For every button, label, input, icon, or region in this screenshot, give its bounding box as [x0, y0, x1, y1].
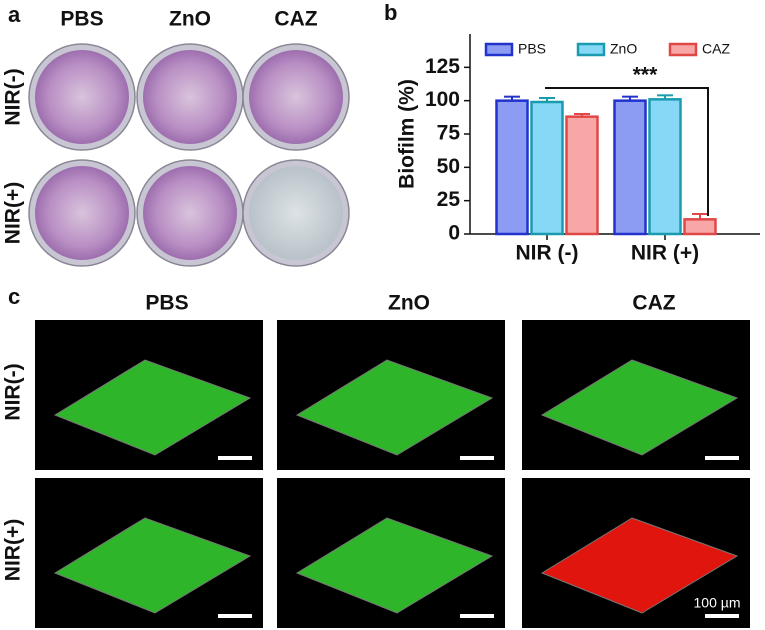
y-tick-label: 100 — [425, 88, 460, 111]
panel-label: a — [8, 2, 21, 27]
bar — [530, 100, 564, 236]
dish — [35, 166, 129, 260]
x-tick-label: NIR (-) — [516, 242, 579, 265]
bar — [495, 99, 529, 236]
scale-bar-label: 100 µm — [694, 595, 741, 611]
legend-swatch — [576, 42, 606, 57]
biofilm-surface — [540, 517, 739, 614]
legend-swatch — [484, 42, 514, 57]
y-tick-label: 125 — [425, 55, 460, 78]
dish — [249, 50, 343, 144]
column-label: CAZ — [632, 292, 675, 315]
scale-bar — [218, 456, 252, 460]
legend-label: CAZ — [702, 41, 730, 57]
biofilm-surface — [295, 517, 494, 614]
row-label: NIR(+) — [2, 519, 25, 581]
biofilm-surface — [53, 517, 252, 614]
significance-bracket — [545, 87, 709, 216]
scale-bar — [218, 614, 252, 618]
legend-label: PBS — [518, 41, 546, 57]
biofilm-surface — [295, 359, 494, 456]
column-label: ZnO — [388, 292, 430, 315]
row-label: NIR(+) — [2, 182, 25, 244]
significance-label: *** — [633, 64, 658, 87]
y-axis-title: Biofilm (%) — [396, 79, 419, 189]
biofilm-surface — [53, 359, 252, 456]
y-tick-label: 75 — [437, 122, 461, 145]
y-tick-label: 0 — [448, 222, 460, 245]
y-tick-label: 50 — [437, 155, 460, 178]
column-label: PBS — [60, 8, 103, 31]
legend-swatch — [668, 42, 698, 57]
dish — [143, 166, 237, 260]
row-label: NIR(-) — [2, 68, 25, 125]
legend-label: ZnO — [610, 41, 637, 57]
x-tick-label: NIR (+) — [631, 242, 699, 265]
bar — [613, 99, 647, 236]
bar — [683, 218, 717, 236]
column-label: CAZ — [274, 8, 317, 31]
y-tick-label: 25 — [437, 188, 461, 211]
row-label: NIR(-) — [2, 363, 25, 420]
scale-bar — [460, 614, 494, 618]
column-label: PBS — [145, 292, 188, 315]
panel-label: c — [8, 284, 20, 309]
bar — [565, 115, 599, 236]
dish — [249, 166, 343, 260]
scale-bar — [705, 456, 739, 460]
bar — [648, 98, 682, 236]
panel-label: b — [384, 0, 397, 25]
biofilm-surface — [540, 359, 739, 456]
dish — [143, 50, 237, 144]
scale-bar — [460, 456, 494, 460]
dish — [35, 50, 129, 144]
scale-bar — [705, 614, 739, 618]
column-label: ZnO — [169, 8, 211, 31]
